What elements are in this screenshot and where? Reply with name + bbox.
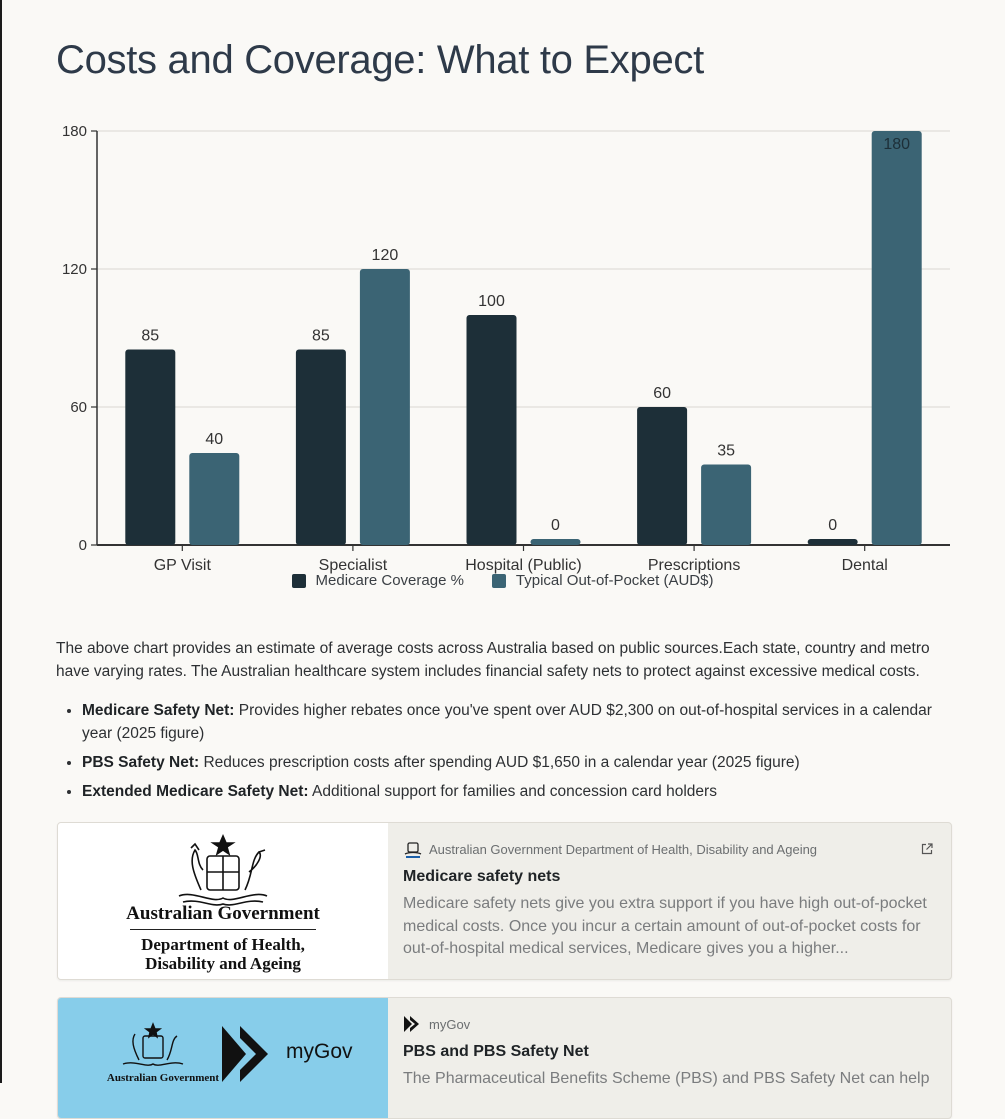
y-tick-label: 180 <box>62 123 87 140</box>
bullet-text: Reduces prescription costs after spendin… <box>199 754 800 771</box>
legend-swatch-out-of-pocket <box>491 573 506 588</box>
mygov-logo-icon <box>222 1026 268 1082</box>
bar-out-of-pocket <box>530 539 581 545</box>
x-tick-label: Prescriptions <box>648 557 740 574</box>
card-body: Australian Government Department of Heal… <box>388 823 951 979</box>
data-label: 60 <box>653 385 671 402</box>
y-tick-label: 0 <box>79 537 87 554</box>
data-label: 180 <box>883 136 910 153</box>
y-tick-label: 120 <box>62 261 87 278</box>
x-tick-label: GP Visit <box>154 557 212 574</box>
thumb-mygov-label: myGov <box>286 1040 353 1063</box>
card-description: Medicare safety nets give you extra supp… <box>403 895 927 957</box>
legend-item-out-of-pocket[interactable]: Typical Out-of-Pocket (AUD$) <box>491 572 714 589</box>
card-source-name: myGov <box>429 1016 471 1032</box>
card-source: Australian Government Department of Heal… <box>403 839 933 859</box>
external-link-icon[interactable] <box>951 1018 952 1030</box>
thumb-gov-title: Australian Government <box>106 1072 220 1084</box>
link-card-medicare-safety-nets[interactable]: Australian Government Department of Heal… <box>57 822 952 980</box>
card-title[interactable]: Medicare safety nets <box>403 868 561 885</box>
data-label: 0 <box>828 517 837 534</box>
thumb-divider <box>130 929 316 930</box>
card-thumbnail: Australian Government myGov <box>58 998 388 1118</box>
card-thumbnail: Australian Government Department of Heal… <box>58 823 388 979</box>
legend-label-medicare: Medicare Coverage % <box>315 572 464 589</box>
bar-medicare <box>466 315 517 545</box>
card-description: The Pharmaceutical Benefits Scheme (PBS)… <box>403 1070 930 1087</box>
mygov-icon <box>404 1016 419 1032</box>
list-item: Medicare Safety Net: Provides higher reb… <box>82 699 962 745</box>
coat-of-arms-icon <box>178 833 268 906</box>
data-label: 40 <box>205 431 223 448</box>
thumb-dept-line-1: Department of Health, <box>141 935 305 954</box>
legend-label-out-of-pocket: Typical Out-of-Pocket (AUD$) <box>515 572 714 589</box>
legend-swatch-medicare <box>291 573 306 588</box>
card-source-name: Australian Government Department of Heal… <box>429 841 818 857</box>
chart-legend: Medicare Coverage % Typical Out-of-Pocke… <box>0 572 1005 589</box>
thumb-dept-line-2: Disability and Ageing <box>145 954 301 973</box>
x-tick-label: Specialist <box>319 557 388 574</box>
bullet-label: PBS Safety Net: <box>82 754 200 771</box>
bar-medicare <box>125 349 176 545</box>
bar-out-of-pocket <box>701 464 752 545</box>
bullet-text: Provides higher rebates once you've spen… <box>82 702 932 742</box>
data-label: 35 <box>717 443 735 460</box>
bar-medicare <box>295 349 346 545</box>
list-item: PBS Safety Net: Reduces prescription cos… <box>82 751 962 774</box>
thumb-gov-title: Australian Government <box>126 903 320 924</box>
window-left-edge <box>0 0 2 1083</box>
bar-medicare <box>807 539 858 545</box>
card-body: myGov PBS and PBS Safety Net The Pharmac… <box>388 998 952 1118</box>
page-title: Costs and Coverage: What to Expect <box>56 38 704 82</box>
coat-of-arms-icon <box>404 842 422 858</box>
card-source: myGov <box>403 1014 951 1034</box>
intro-paragraph: The above chart provides an estimate of … <box>56 640 930 680</box>
data-label: 85 <box>141 328 159 345</box>
x-tick-label: Hospital (Public) <box>465 557 581 574</box>
list-item: Extended Medicare Safety Net: Additional… <box>82 780 962 803</box>
x-tick-label: Dental <box>842 557 888 574</box>
data-label: 120 <box>372 247 399 264</box>
bar-out-of-pocket <box>871 131 922 545</box>
card-title[interactable]: PBS and PBS Safety Net <box>403 1043 589 1060</box>
external-link-icon[interactable] <box>921 843 933 855</box>
data-label: 85 <box>312 328 330 345</box>
bullet-text: Additional support for families and conc… <box>308 783 717 800</box>
bullet-label: Extended Medicare Safety Net: <box>82 783 309 800</box>
bar-medicare <box>637 407 688 545</box>
legend-item-medicare[interactable]: Medicare Coverage % <box>291 572 464 589</box>
safety-net-list: Medicare Safety Net: Provides higher reb… <box>56 699 962 809</box>
bar-out-of-pocket <box>359 269 410 545</box>
bar-chart: 0 60 120 180 GP Visit 85 40 Specialist 85 120 Hosp… <box>62 123 950 574</box>
link-card-pbs-safety-net[interactable]: Australian Government myGov myGov PBS an… <box>57 997 952 1119</box>
bullet-label: Medicare Safety Net: <box>82 702 235 719</box>
data-label: 100 <box>478 293 505 310</box>
y-tick-label: 60 <box>70 399 87 416</box>
coat-of-arms-icon <box>122 1022 184 1066</box>
bar-out-of-pocket <box>189 453 240 545</box>
data-label: 0 <box>551 517 560 534</box>
